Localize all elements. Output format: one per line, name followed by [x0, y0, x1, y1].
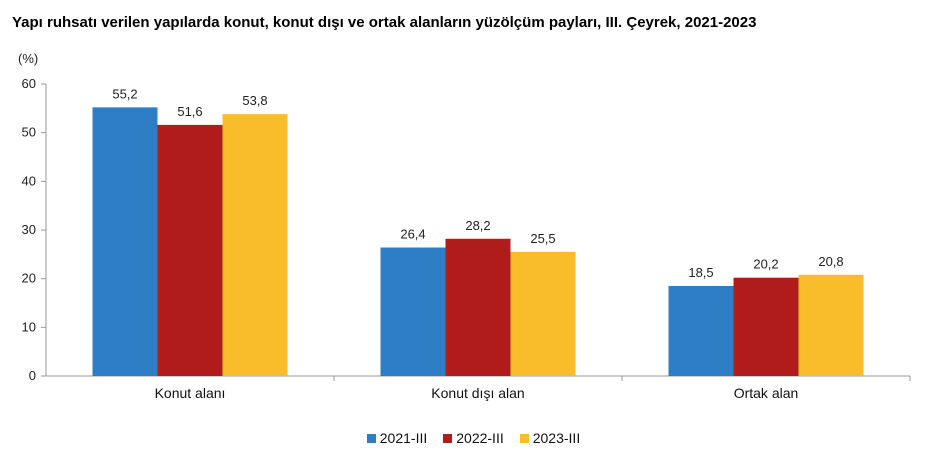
- y-tick-label: 40: [22, 173, 36, 188]
- legend-swatch: [366, 433, 376, 443]
- data-label: 26,4: [400, 227, 425, 242]
- bar: [222, 114, 288, 376]
- y-tick-label: 10: [22, 319, 36, 334]
- axes: 0 10 20 30 40 50 60 Konut alanı Konut dışı alan O…: [22, 76, 911, 401]
- data-label: 28,2: [465, 218, 490, 233]
- legend-label: 2023-III: [532, 430, 581, 446]
- legend-item: 2022-III: [443, 430, 504, 446]
- x-category-label: Ortak alan: [734, 385, 799, 401]
- y-tick-label: 20: [22, 271, 36, 286]
- bar: [445, 238, 511, 376]
- x-category-label: Konut dışı alan: [431, 385, 524, 401]
- legend-item: 2023-III: [519, 430, 581, 446]
- data-label: 55,2: [112, 86, 137, 101]
- legend-label: 2022-III: [456, 430, 504, 446]
- data-label: 25,5: [530, 231, 555, 246]
- data-label: 53,8: [242, 93, 267, 108]
- y-axis-unit-label: (%): [18, 51, 38, 66]
- bar: [92, 107, 158, 377]
- legend-swatch: [443, 433, 453, 443]
- bar: [733, 277, 799, 376]
- bars: [92, 107, 864, 377]
- bar: [798, 274, 864, 376]
- y-tick-label: 50: [22, 125, 36, 140]
- legend-swatch: [519, 433, 529, 443]
- legend: 2021-III 2022-III 2023-III: [0, 430, 947, 446]
- data-label: 20,2: [753, 257, 778, 272]
- data-labels: 55,2 51,6 53,8 26,4 28,2 25,5 18,5 20,2 20,8: [112, 86, 843, 280]
- bar: [510, 251, 576, 376]
- chart-title: Yapı ruhsatı verilen yapılarda konut, ko…: [12, 14, 757, 31]
- y-tick-label: 30: [22, 222, 36, 237]
- data-label: 20,8: [818, 254, 843, 269]
- bar: [380, 247, 446, 376]
- data-label: 51,6: [177, 104, 202, 119]
- bar: [157, 124, 223, 376]
- legend-label: 2021-III: [379, 430, 428, 446]
- legend-item: 2021-III: [366, 430, 428, 446]
- x-category-label: Konut alanı: [155, 385, 226, 401]
- bar: [668, 285, 734, 376]
- y-tick-label: 0: [29, 368, 36, 383]
- data-label: 18,5: [688, 265, 713, 280]
- y-tick-label: 60: [22, 76, 36, 91]
